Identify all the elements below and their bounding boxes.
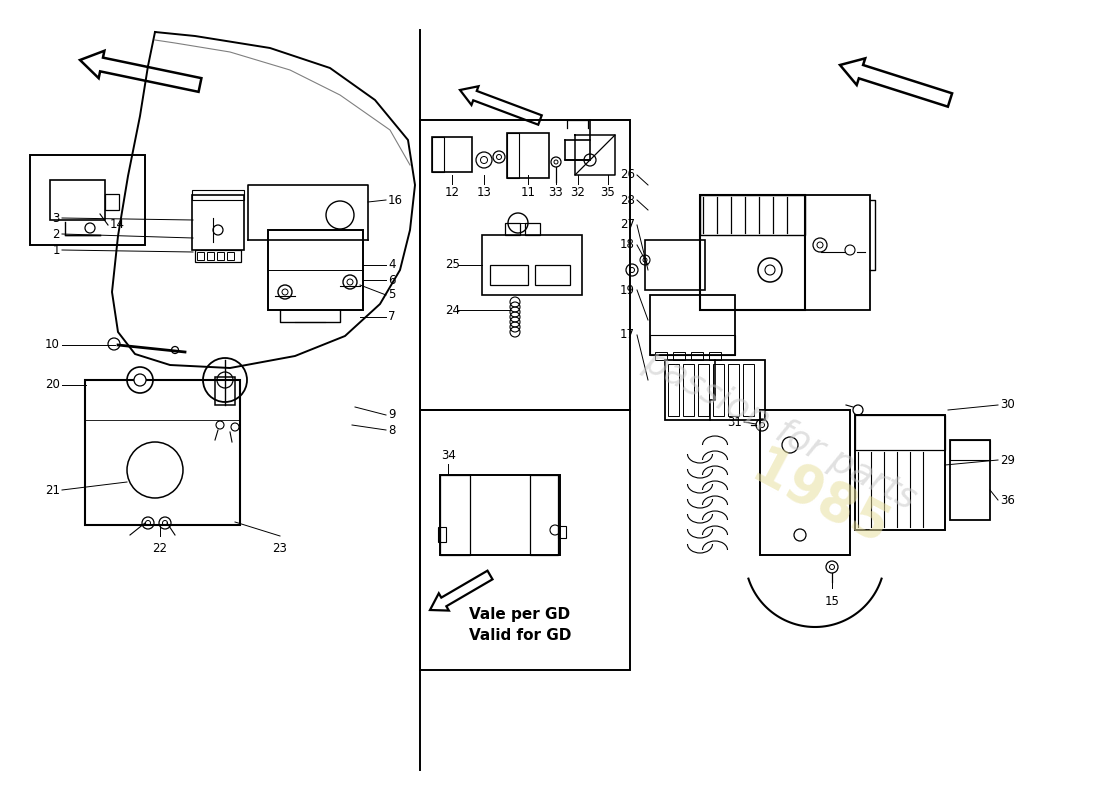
Bar: [420, 120, 630, 410]
Text: 24: 24: [446, 303, 461, 317]
Bar: [217, 252, 224, 260]
Text: 26: 26: [620, 169, 635, 182]
Bar: [440, 475, 560, 555]
Bar: [420, 410, 630, 670]
Bar: [440, 475, 470, 555]
Text: 13: 13: [476, 186, 492, 199]
Bar: [713, 364, 724, 416]
Bar: [50, 180, 104, 220]
Text: 5: 5: [388, 289, 395, 302]
Bar: [698, 364, 710, 416]
Bar: [505, 223, 520, 235]
Text: passion for parts: passion for parts: [638, 344, 922, 516]
Text: 6: 6: [388, 274, 396, 286]
Text: 9: 9: [388, 409, 396, 422]
Text: 7: 7: [388, 310, 396, 323]
Text: 33: 33: [549, 186, 563, 199]
Text: 18: 18: [620, 238, 635, 251]
Text: 15: 15: [825, 595, 839, 608]
Bar: [650, 335, 735, 355]
Text: 4: 4: [388, 258, 396, 271]
Bar: [207, 252, 215, 260]
Text: 1: 1: [53, 243, 60, 257]
Bar: [438, 527, 446, 542]
Text: 36: 36: [1000, 494, 1015, 506]
Bar: [535, 265, 570, 285]
Bar: [855, 415, 945, 450]
Text: 27: 27: [620, 218, 635, 231]
Bar: [760, 410, 850, 555]
Text: Valid for GD: Valid for GD: [469, 627, 571, 642]
Text: 31: 31: [727, 415, 742, 429]
Bar: [950, 440, 990, 520]
Bar: [742, 364, 754, 416]
Text: 19: 19: [620, 283, 635, 297]
Bar: [104, 194, 119, 210]
Bar: [214, 377, 235, 405]
Text: 35: 35: [601, 186, 615, 199]
Bar: [558, 526, 566, 538]
Bar: [855, 415, 945, 530]
Circle shape: [134, 374, 146, 386]
Bar: [432, 137, 472, 172]
Bar: [268, 230, 363, 310]
Text: 22: 22: [153, 542, 167, 555]
Bar: [654, 352, 667, 360]
Text: 2: 2: [53, 227, 60, 241]
Text: 34: 34: [441, 449, 455, 462]
Text: 32: 32: [571, 186, 585, 199]
Bar: [683, 364, 694, 416]
Bar: [645, 240, 705, 290]
Bar: [728, 364, 739, 416]
Text: 30: 30: [1000, 398, 1014, 411]
Bar: [666, 360, 764, 420]
Bar: [192, 190, 244, 200]
Text: 11: 11: [520, 186, 536, 199]
Bar: [432, 137, 444, 172]
Bar: [525, 223, 540, 235]
Bar: [507, 133, 519, 178]
Bar: [805, 195, 870, 310]
Text: 20: 20: [45, 378, 60, 391]
Text: 23: 23: [273, 542, 287, 555]
Text: 25: 25: [446, 258, 461, 271]
Text: 12: 12: [444, 186, 460, 199]
Bar: [507, 133, 549, 178]
Text: 10: 10: [45, 338, 60, 351]
Bar: [700, 195, 805, 310]
Bar: [668, 364, 679, 416]
Text: 3: 3: [53, 211, 60, 225]
Bar: [30, 155, 145, 245]
Text: 29: 29: [1000, 454, 1015, 466]
Text: Vale per GD: Vale per GD: [470, 607, 571, 622]
Bar: [650, 295, 735, 355]
Bar: [530, 475, 558, 555]
Bar: [195, 250, 241, 262]
Text: 28: 28: [620, 194, 635, 206]
Text: 8: 8: [388, 423, 395, 437]
Bar: [192, 195, 244, 250]
Text: 14: 14: [110, 218, 125, 231]
Bar: [227, 252, 234, 260]
Text: 1985: 1985: [742, 442, 896, 558]
Text: 21: 21: [45, 483, 60, 497]
Bar: [950, 440, 990, 460]
Bar: [197, 252, 204, 260]
Bar: [85, 380, 240, 525]
Bar: [673, 352, 685, 360]
Bar: [691, 352, 703, 360]
Bar: [710, 352, 720, 360]
Text: 17: 17: [620, 329, 635, 342]
Bar: [490, 265, 528, 285]
Bar: [482, 235, 582, 295]
Text: 16: 16: [388, 194, 403, 206]
Bar: [700, 195, 805, 235]
